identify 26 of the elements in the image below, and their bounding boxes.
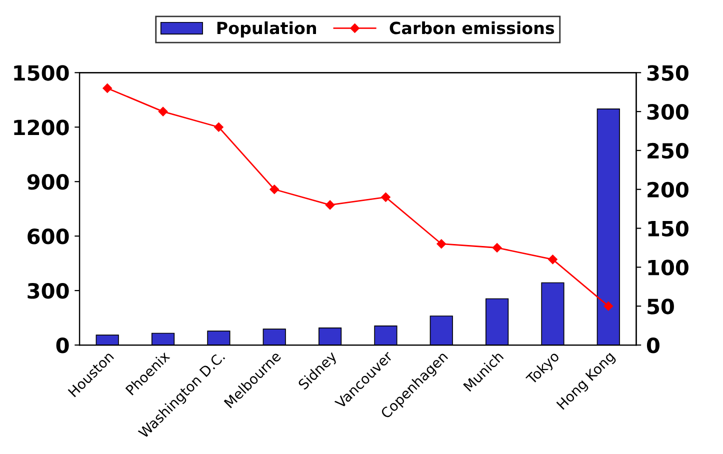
legend-label: Population [217,21,316,38]
y2-tick-label: 250 [648,142,688,159]
y2-tick-label: 200 [648,182,688,198]
y2-tick-label: 100 [648,260,688,276]
point [214,122,224,132]
point [270,184,280,194]
y2-tick-label: 50 [648,298,674,314]
y-tick-label: 900 [27,174,69,190]
point [548,254,558,264]
point [436,239,446,248]
y-tick-label: 1200 [14,120,69,136]
y-tick-label: 0 [56,337,69,354]
point [492,243,502,252]
y2-tick-label: 150 [648,220,688,237]
y-tick-label: 300 [28,283,69,299]
point [381,192,390,202]
point [325,200,335,210]
y2-tick-label: 0 [646,337,660,354]
y-tick-label: 1500 [14,65,69,81]
point [102,84,112,93]
y2-tick-label: 300 [647,104,688,120]
y2-tick-label: 350 [647,65,688,81]
point [158,106,168,116]
y-tick-label: 600 [28,228,69,244]
point [604,302,614,311]
legend-label: Carbon emissions [390,21,554,34]
